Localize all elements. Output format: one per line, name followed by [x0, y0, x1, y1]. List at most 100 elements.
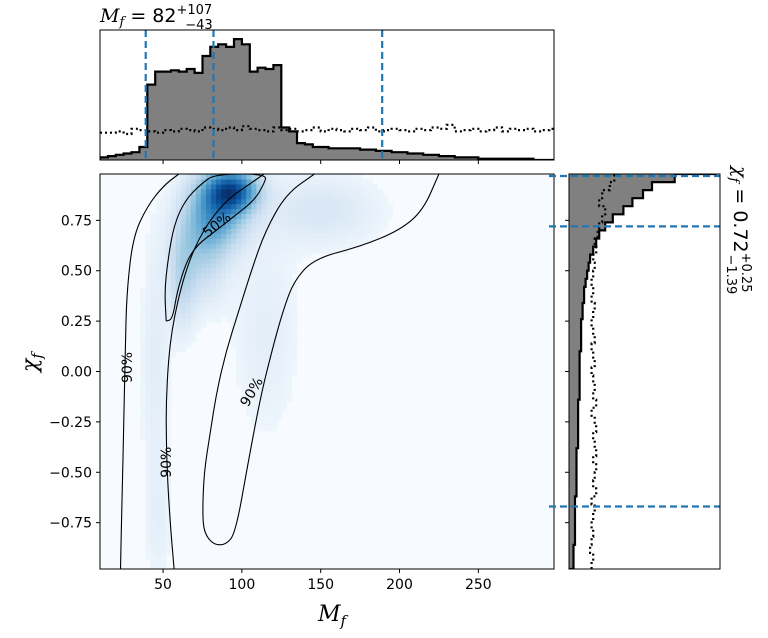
heatmap-cell [155, 386, 162, 392]
heatmap-cell [301, 218, 308, 224]
heatmap-cell [155, 494, 162, 501]
heatmap-cell [200, 248, 207, 254]
heatmap-cell [205, 267, 212, 274]
heatmap-cell [175, 183, 182, 190]
heatmap-cell [200, 282, 207, 289]
heatmap-cell [165, 381, 172, 387]
heatmap-cell [301, 213, 308, 220]
heatmap-cell [286, 327, 293, 333]
heatmap-cell [200, 287, 207, 294]
heatmap-cell [221, 238, 227, 244]
heatmap-cell [165, 425, 172, 432]
heatmap-cell [231, 228, 237, 234]
heatmap-cell [352, 208, 358, 215]
heatmap-cell [291, 307, 298, 313]
heatmap-cell [286, 277, 293, 284]
heatmap-cell [170, 257, 177, 264]
heatmap-cell [236, 198, 242, 205]
heatmap-cell [165, 376, 172, 382]
heatmap-cell [221, 253, 227, 259]
heatmap-cell [251, 287, 257, 294]
heatmap-cell [291, 282, 298, 289]
heatmap-cell [216, 208, 222, 215]
heatmap-cell [261, 302, 268, 308]
heatmap-cell [276, 401, 283, 407]
heatmap-cell [160, 415, 167, 422]
heatmap-cell [286, 267, 293, 274]
heatmap-cell [210, 188, 217, 195]
heatmap-cell [286, 317, 293, 323]
heatmap-cell [180, 336, 187, 343]
heatmap-cell [165, 287, 172, 294]
heatmap-cell [165, 509, 172, 516]
heatmap-cell [266, 248, 273, 254]
heatmap-cell [281, 406, 288, 412]
heatmap-cell [276, 386, 283, 392]
heatmap-cell [160, 470, 167, 476]
heatmap-cell [205, 272, 212, 279]
heatmap-cell [357, 218, 363, 224]
heatmap-cell [175, 174, 182, 180]
heatmap-cell [241, 188, 247, 195]
heatmap-cell [175, 223, 182, 229]
heatmap-cell [150, 282, 157, 289]
heatmap-cell [150, 366, 157, 373]
heatmap-cell [261, 415, 268, 422]
heatmap-cell [150, 243, 157, 249]
heatmap-cell [382, 208, 389, 215]
heatmap-cell [236, 253, 242, 259]
heatmap-cell [210, 302, 217, 308]
heatmap-cell [271, 272, 278, 279]
heatmap-cell [155, 218, 162, 224]
heatmap-cell [140, 376, 146, 382]
heatmap-cell [306, 248, 313, 254]
heatmap-cell [327, 213, 333, 220]
heatmap-cell [327, 238, 333, 244]
heatmap-cell [140, 336, 146, 343]
heatmap-cell [165, 406, 172, 412]
heatmap-cell [231, 193, 237, 200]
right-posterior-histogram [569, 174, 717, 569]
heatmap-cell [195, 277, 202, 284]
heatmap-cell [150, 455, 157, 461]
heatmap-cell [155, 411, 162, 417]
heatmap-cell [241, 257, 247, 264]
heatmap-cell [165, 411, 172, 417]
heatmap-cell [145, 396, 152, 402]
heatmap-cell [266, 183, 273, 190]
heatmap-cell [155, 302, 162, 308]
heatmap-cell [160, 509, 167, 516]
heatmap-cell [200, 218, 207, 224]
heatmap-cell [271, 223, 278, 229]
heatmap-cell [337, 233, 343, 239]
heatmap-cell [205, 302, 212, 308]
heatmap-cell [286, 198, 293, 205]
heatmap-cell [321, 193, 328, 200]
heatmap-cell [241, 248, 247, 254]
heatmap-cell [226, 307, 232, 313]
top-title-equals: = [124, 5, 152, 27]
heatmap-cell [337, 208, 343, 215]
heatmap-cell [221, 248, 227, 254]
heatmap-cell [216, 267, 222, 274]
heatmap-cell [286, 183, 293, 190]
heatmap-cell [145, 312, 152, 318]
heatmap-cell [281, 401, 288, 407]
heatmap-cell [271, 287, 278, 294]
heatmap-cell [216, 317, 222, 323]
heatmap-cell [327, 208, 333, 215]
heatmap-cell [291, 262, 298, 269]
heatmap-cell [200, 322, 207, 328]
heatmap-cell [145, 480, 152, 486]
heatmap-cell [185, 188, 192, 195]
heatmap-cell [170, 312, 177, 318]
heatmap-cell [291, 253, 298, 259]
heatmap-cell [155, 341, 162, 348]
heatmap-cell [372, 193, 379, 200]
main-x-ticks: 50 100 150 200 250 [154, 569, 492, 593]
heatmap-cell [271, 248, 278, 254]
heatmap-cell [200, 272, 207, 279]
heatmap-cell [332, 198, 338, 205]
heatmap-cell [150, 509, 157, 516]
heatmap-cell [221, 223, 227, 229]
